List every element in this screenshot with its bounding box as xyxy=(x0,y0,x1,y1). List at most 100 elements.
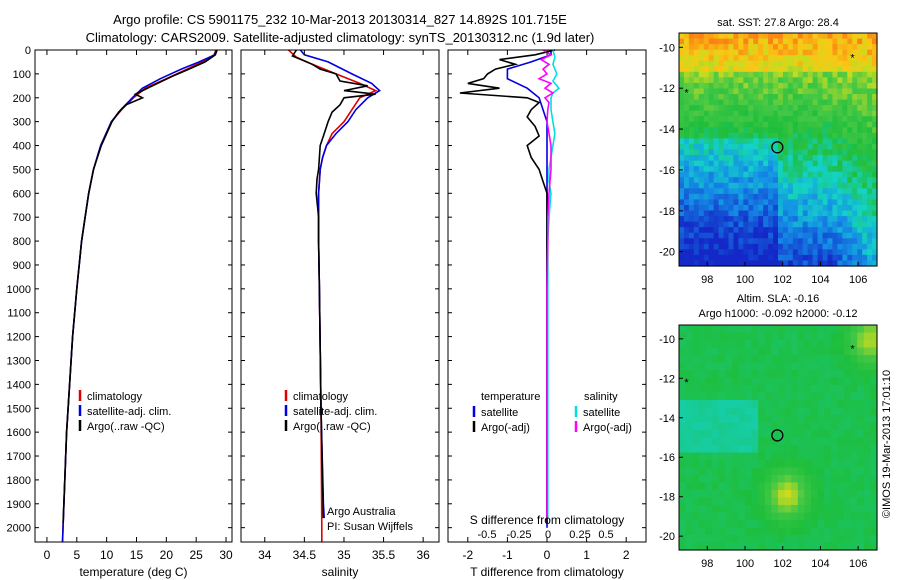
map-cell xyxy=(763,232,769,239)
map-cell xyxy=(698,182,705,189)
map-cell xyxy=(847,216,853,223)
map-cell xyxy=(743,33,749,40)
map-cell xyxy=(811,325,819,334)
map-cell xyxy=(837,332,845,341)
map-cell xyxy=(713,204,720,212)
map-cell xyxy=(832,155,838,162)
map-cell xyxy=(738,243,744,250)
map-cell xyxy=(685,527,693,536)
map-cell xyxy=(827,227,834,234)
map-cell xyxy=(807,71,814,78)
map-cell xyxy=(797,243,804,250)
map-cell xyxy=(698,355,706,364)
map-cell xyxy=(807,55,814,62)
map-cell xyxy=(692,407,700,416)
map-cell xyxy=(827,77,834,84)
map-cell xyxy=(832,132,838,140)
map-cell xyxy=(771,407,779,416)
map-cell xyxy=(797,216,804,223)
map-cell xyxy=(782,238,789,245)
map-cell xyxy=(692,355,700,364)
map-cell xyxy=(847,110,853,117)
map-cell xyxy=(758,60,764,67)
x-tick-label: 36 xyxy=(416,548,430,562)
map-cell xyxy=(784,452,792,461)
map-cell xyxy=(857,99,863,106)
map-cell xyxy=(782,116,789,123)
map-cell xyxy=(679,415,687,424)
map-cell xyxy=(787,221,794,228)
map-cell xyxy=(807,166,814,173)
map-cell xyxy=(728,38,735,45)
map-cell xyxy=(738,362,746,371)
map-cell xyxy=(768,221,774,228)
map-cell xyxy=(685,385,693,394)
map-cell xyxy=(733,88,739,95)
map-cell xyxy=(797,452,805,461)
map-cell xyxy=(837,216,843,223)
map-cell xyxy=(698,160,705,167)
map-cell xyxy=(753,44,759,51)
map-cell xyxy=(862,127,868,134)
y-tick-label: 300 xyxy=(13,117,31,129)
map-cell xyxy=(784,445,792,454)
map-cell xyxy=(791,400,799,409)
x-tick-label-2: 0.5 xyxy=(598,529,613,541)
map-cell xyxy=(844,527,852,536)
map-cell xyxy=(763,94,769,101)
map-cell xyxy=(738,325,746,334)
map-cell xyxy=(771,527,779,536)
map-cell xyxy=(822,82,829,90)
map-cell xyxy=(698,149,705,156)
map-cell xyxy=(842,99,848,106)
map-cell xyxy=(852,138,858,145)
map-cell xyxy=(738,171,744,178)
map-cell xyxy=(758,171,764,178)
map-cell xyxy=(679,475,687,484)
map-cell xyxy=(787,143,794,151)
map-cell xyxy=(782,166,789,173)
map-cell xyxy=(698,66,705,73)
map-cell xyxy=(778,437,786,446)
map-cell xyxy=(731,340,739,349)
map-cell xyxy=(827,55,834,62)
map-cell xyxy=(827,160,834,167)
map-cell xyxy=(679,171,685,178)
map-cell xyxy=(679,49,685,56)
map-cell xyxy=(867,166,873,173)
map-cell xyxy=(745,347,753,356)
map-cell xyxy=(857,166,863,173)
map-cell xyxy=(685,355,693,364)
map-cell xyxy=(708,249,715,256)
map-cell xyxy=(718,82,725,90)
map-cell xyxy=(802,193,809,201)
map-cell xyxy=(817,171,824,178)
map-cell xyxy=(764,520,772,529)
map-cell xyxy=(703,55,710,62)
map-cell xyxy=(857,204,863,212)
map-cell xyxy=(778,362,786,371)
map-cell xyxy=(782,94,789,101)
map-cell xyxy=(802,44,809,51)
map-cell xyxy=(685,430,693,439)
map-cell xyxy=(693,177,700,184)
map-cell xyxy=(679,127,685,134)
map-cell xyxy=(758,204,764,212)
map-cell xyxy=(751,325,759,334)
map-cell xyxy=(852,82,858,90)
map-cell xyxy=(753,38,759,45)
map-cell xyxy=(685,482,693,491)
map-cell xyxy=(698,467,706,476)
map-cell xyxy=(713,227,720,234)
map-cell xyxy=(852,193,858,201)
map-cell xyxy=(824,392,832,401)
map-cell xyxy=(863,520,871,529)
map-cell xyxy=(771,430,779,439)
map-cell xyxy=(824,340,832,349)
map-cell xyxy=(824,535,832,544)
map-cell xyxy=(832,66,838,73)
map-cell xyxy=(822,44,829,51)
map-cell xyxy=(693,199,700,206)
map-cell xyxy=(850,430,858,439)
map-cell xyxy=(743,232,749,239)
